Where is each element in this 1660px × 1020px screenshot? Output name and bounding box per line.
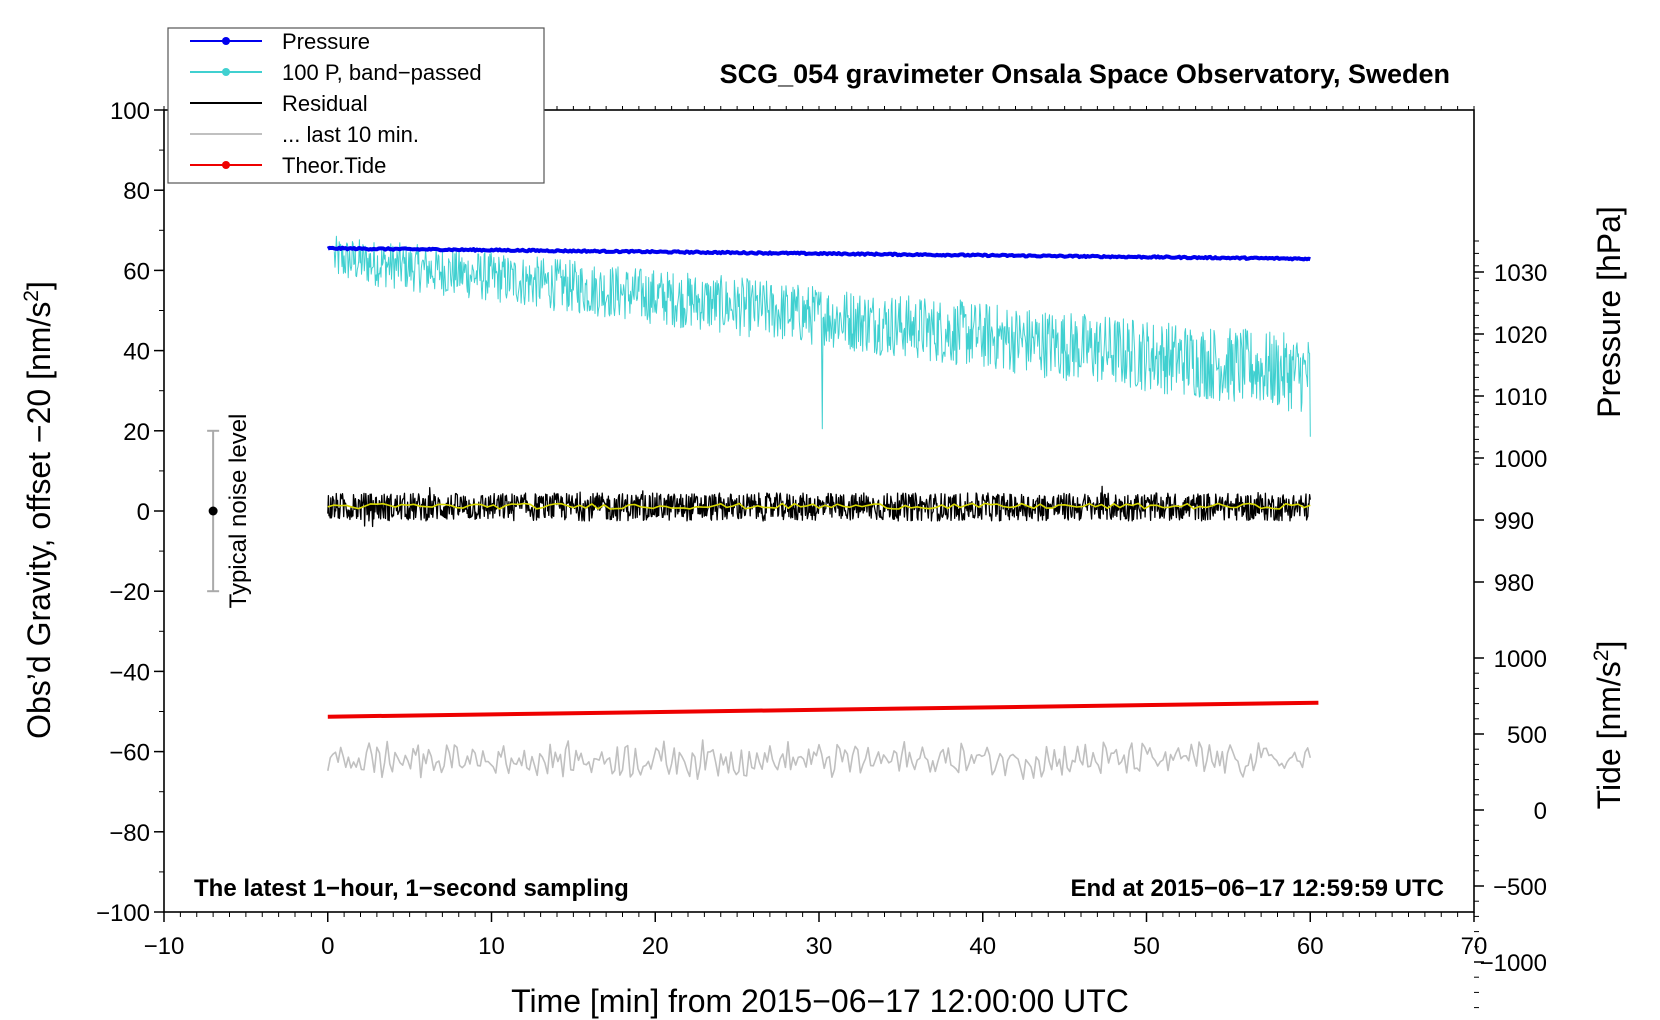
right-axis-ticks: 9809901000101010201030−1500−1000−5000500… [1474, 260, 1547, 977]
x-tick-label: 40 [969, 933, 996, 960]
series-layer [326, 235, 1319, 781]
legend-label: Theor.Tide [282, 153, 386, 178]
legend-items: Pressure 100 P, band−passed Residual ... la… [190, 29, 482, 178]
pressure-line [326, 245, 1311, 262]
y-tick-label: −60 [109, 740, 150, 767]
theoretical-tide-line [327, 700, 1319, 719]
pressure-tick-label: 1000 [1494, 446, 1547, 473]
legend-marker [222, 68, 230, 76]
y-tick-label: 40 [123, 339, 150, 366]
y-axis-title-left: Obs’d Gravity, offset −20 [nm/s2] [20, 281, 57, 739]
last-10-min-line [327, 739, 1312, 781]
tide-tick-label: −1000 [1480, 950, 1547, 977]
x-tick-label: 0 [321, 933, 334, 960]
legend-marker [222, 37, 230, 45]
y-tick-label: −80 [109, 820, 150, 847]
legend-label: Pressure [282, 29, 370, 54]
legend-label: Residual [282, 91, 368, 116]
y-axis-ticks: −100 −80 −60 −40 −20 0 20 40 60 80 100 [96, 98, 164, 927]
y-tick-label: 20 [123, 419, 150, 446]
pressure-tick-label: 990 [1494, 508, 1534, 535]
tide-tick-label: 1000 [1494, 646, 1547, 673]
y-tick-label: −100 [96, 900, 150, 927]
pressure-tick-label: 1020 [1494, 322, 1547, 349]
legend-label: 100 P, band−passed [282, 60, 482, 85]
pressure-tick-label: 980 [1494, 570, 1534, 597]
pressure-tick-label: 1010 [1494, 384, 1547, 411]
x-tick-label: 10 [478, 933, 505, 960]
x-axis-title: Time [min] from 2015−06−17 12:00:00 UTC [511, 983, 1129, 1019]
legend-box [167, 27, 545, 184]
x-tick-label: 50 [1133, 933, 1160, 960]
y-tick-label: 60 [123, 258, 150, 285]
y-axis-title-pressure: Pressure [hPa] [1591, 206, 1627, 418]
legend-label: ... last 10 min. [282, 122, 419, 147]
smoothed-residual-line [327, 502, 1311, 510]
y-axis-title-tide: Tide [nm/s2] [1590, 641, 1627, 810]
y-tick-label: 100 [110, 98, 150, 125]
noise-label: Typical noise level [225, 414, 252, 609]
annotation-bottom-right: End at 2015−06−17 12:59:59 UTC [1070, 875, 1444, 902]
y-tick-label: 80 [123, 178, 150, 205]
legend-marker [222, 161, 230, 169]
x-axis-ticks: −10 0 10 20 30 40 50 60 70 [144, 912, 1487, 960]
x-tick-label: 30 [806, 933, 833, 960]
chart-title: SCG_054 gravimeter Onsala Space Observat… [720, 59, 1450, 89]
y-tick-label: 0 [137, 499, 150, 526]
residual-line [327, 485, 1311, 528]
x-tick-label: 60 [1297, 933, 1324, 960]
x-tick-label: −10 [144, 933, 185, 960]
annotation-bottom-left: The latest 1−hour, 1−second sampling [194, 875, 629, 902]
pressure-tick-label: 1030 [1494, 260, 1547, 287]
noise-indicator: Typical noise level [207, 414, 252, 609]
y-tick-label: −40 [109, 659, 150, 686]
tide-tick-label: 500 [1507, 722, 1547, 749]
legend: Pressure 100 P, band−passed Residual ... la… [167, 27, 545, 184]
x-tick-label: 20 [642, 933, 669, 960]
noise-center-dot [208, 506, 218, 516]
tide-tick-label: −500 [1493, 874, 1547, 901]
minor-ticks [159, 106, 1479, 1009]
y-tick-label: −20 [109, 579, 150, 606]
band-passed-pressure-line [333, 235, 1311, 437]
tide-tick-label: 0 [1534, 798, 1547, 825]
